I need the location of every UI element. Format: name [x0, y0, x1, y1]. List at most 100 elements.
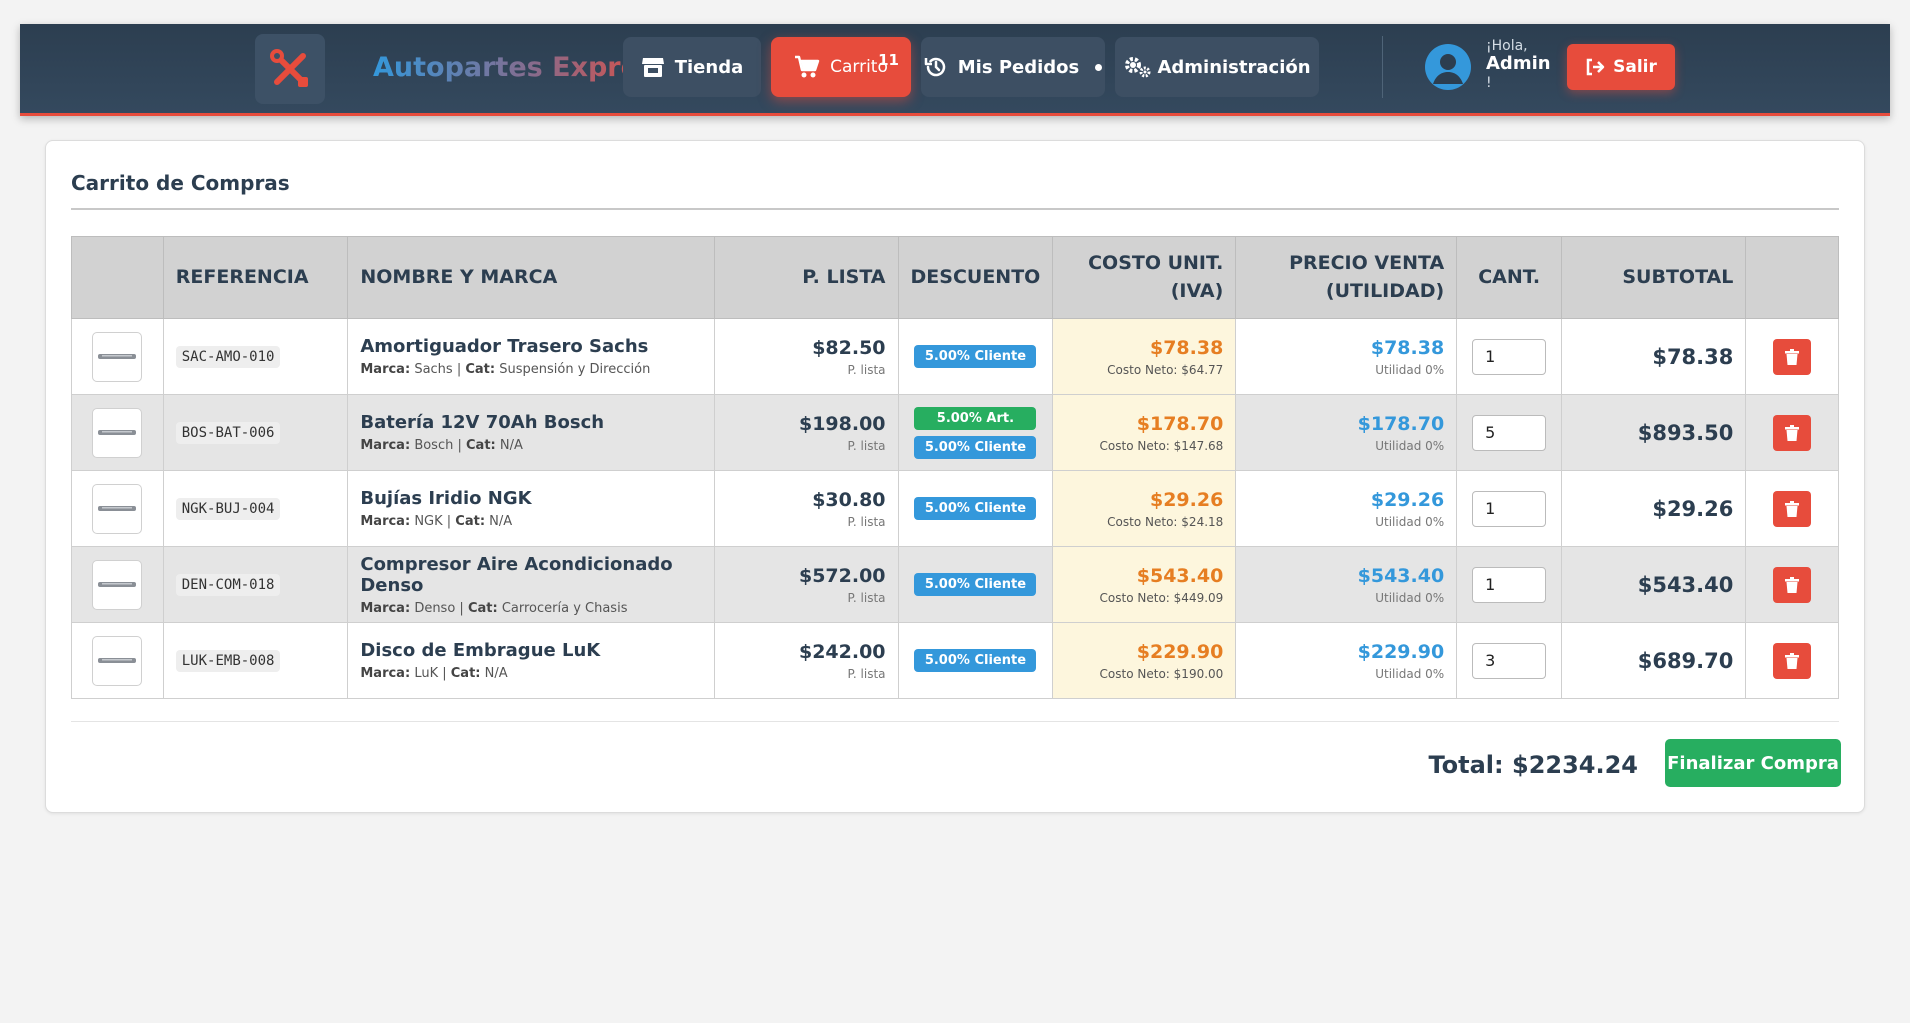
name-cell: Bujías Iridio NGK Marca: NGK | Cat: N/A — [347, 470, 715, 547]
thumb-cell — [71, 546, 164, 623]
delete-item-button[interactable] — [1773, 414, 1812, 451]
col-unit-cost-line2: (IVA) — [1170, 279, 1224, 302]
item-category: Suspensión y Dirección — [499, 362, 651, 377]
list-price-cell: $30.80 P. lista — [713, 470, 899, 547]
item-category: Carrocería y Chasis — [501, 600, 628, 616]
quantity-input[interactable]: 1 — [1472, 490, 1547, 527]
ref-cell: LUK-EMB-008 — [162, 622, 349, 699]
item-brand: LuK — [414, 666, 439, 681]
item-reference: NGK-BUJ-004 — [175, 497, 281, 520]
orders-dot-indicator — [1095, 63, 1103, 71]
net-cost-value: $190.00 — [1173, 666, 1224, 681]
name-cell: Compresor Aire Acondicionado Denso Marca… — [347, 546, 715, 623]
col-name-brand: NOMBRE Y MARCA — [347, 236, 715, 319]
item-reference: DEN-COM-018 — [175, 573, 281, 596]
item-subtotal: $689.70 — [1637, 648, 1734, 673]
subtotal-cell: $78.38 — [1561, 318, 1747, 395]
discount-cell: 5.00% Cliente — [897, 318, 1054, 395]
item-name: Amortiguador Trasero Sachs — [360, 336, 649, 357]
sale-price-cell: $178.70 Utilidad 0% — [1235, 394, 1458, 471]
delete-item-button[interactable] — [1773, 566, 1812, 603]
nav-orders-label: Mis Pedidos — [957, 56, 1080, 78]
item-unit-cost: $29.26 — [1149, 488, 1224, 511]
table-row: BOS-BAT-006 Batería 12V 70Ah Bosch Marca… — [71, 394, 1839, 471]
item-subtotal: $893.50 — [1637, 420, 1734, 445]
unit-cost-cell: $29.26 Costo Neto: $24.18 — [1052, 470, 1237, 547]
item-category: N/A — [499, 438, 523, 453]
item-subtotal: $543.40 — [1637, 572, 1734, 597]
nav-cart-label: Carrito — [830, 57, 888, 77]
trash-icon — [1785, 348, 1800, 365]
unit-cost-cell: $178.70 Costo Neto: $147.68 — [1052, 394, 1237, 471]
cat-label: Cat: — [467, 600, 498, 616]
item-list-price: $242.00 — [798, 640, 886, 663]
user-greeting: ¡Hola, Admin ! — [1486, 38, 1551, 91]
navbar: Autopartes Express Tienda Carrito 11 Mis… — [20, 24, 1890, 116]
user-avatar-icon[interactable] — [1425, 44, 1471, 90]
sale-price-cell: $229.90 Utilidad 0% — [1235, 622, 1458, 699]
cart-count-badge: 11 — [878, 51, 899, 69]
nav-admin-button[interactable]: Administración — [1115, 37, 1319, 97]
discount-badge: 5.00% Cliente — [914, 497, 1037, 520]
greeting-exclaim: ! — [1486, 74, 1492, 91]
item-net-cost: Costo Neto: $449.09 — [1065, 591, 1224, 605]
cat-label: Cat: — [450, 666, 481, 681]
actions-cell — [1745, 622, 1839, 699]
item-reference: BOS-BAT-006 — [175, 421, 281, 444]
quantity-input[interactable]: 1 — [1472, 566, 1547, 603]
quantity-input[interactable]: 3 — [1472, 642, 1547, 679]
logo[interactable] — [255, 34, 325, 104]
item-list-price: $30.80 — [812, 488, 886, 511]
tools-icon — [270, 49, 308, 87]
delete-item-button[interactable] — [1773, 490, 1812, 527]
delete-item-button[interactable] — [1773, 338, 1812, 375]
name-cell: Batería 12V 70Ah Bosch Marca: Bosch | Ca… — [347, 394, 715, 471]
quantity-input[interactable]: 1 — [1472, 338, 1547, 375]
item-category: N/A — [484, 666, 508, 681]
finalize-purchase-button[interactable]: Finalizar Compra — [1665, 739, 1841, 787]
col-sale-price-line1: PRECIO VENTA — [1289, 251, 1445, 274]
cart-title: Carrito de Compras — [71, 171, 290, 195]
discount-cell: 5.00% Cliente — [897, 470, 1054, 547]
item-list-price: $198.00 — [798, 412, 886, 435]
col-unit-cost-line1: COSTO UNIT. — [1088, 251, 1224, 274]
cat-label: Cat: — [466, 438, 496, 453]
net-cost-label: Costo Neto: — [1099, 438, 1170, 453]
ref-cell: SAC-AMO-010 — [162, 318, 349, 395]
col-quantity: CANT. — [1456, 236, 1563, 319]
brand-label: Marca: — [360, 600, 411, 616]
delete-item-button[interactable] — [1773, 642, 1812, 679]
item-list-price: $572.00 — [798, 564, 886, 587]
sale-price-cell: $543.40 Utilidad 0% — [1235, 546, 1458, 623]
ref-cell: NGK-BUJ-004 — [162, 470, 349, 547]
sale-margin-caption: Utilidad 0% — [1375, 590, 1445, 605]
actions-cell — [1745, 318, 1839, 395]
history-icon — [924, 57, 945, 77]
nav-admin-label: Administración — [1157, 56, 1311, 78]
cart-icon — [795, 55, 820, 78]
subtotal-cell: $689.70 — [1561, 622, 1747, 699]
trash-icon — [1785, 652, 1800, 669]
discount-badge: 5.00% Cliente — [914, 573, 1037, 596]
nav-orders-button[interactable]: Mis Pedidos — [921, 37, 1105, 97]
user-name: Admin — [1486, 53, 1551, 75]
discount-badge: 5.00% Cliente — [914, 649, 1037, 672]
discount-badge: 5.00% Cliente — [914, 435, 1037, 459]
item-subtotal: $78.38 — [1652, 344, 1734, 369]
item-meta: Marca: Sachs | Cat: Suspensión y Direcci… — [360, 362, 651, 377]
item-name: Compresor Aire Acondicionado Denso — [360, 553, 673, 596]
sign-out-icon — [1586, 58, 1605, 76]
logout-label: Salir — [1613, 57, 1657, 77]
cart-total: Total: $2234.24 — [1428, 751, 1638, 779]
logout-button[interactable]: Salir — [1567, 44, 1675, 90]
table-row: DEN-COM-018 Compresor Aire Acondicionado… — [71, 546, 1839, 623]
quantity-input[interactable]: 5 — [1472, 414, 1547, 451]
actions-cell — [1745, 394, 1839, 471]
product-image — [92, 635, 143, 686]
nav-cart-button[interactable]: Carrito 11 — [771, 37, 911, 97]
nav-store-button[interactable]: Tienda — [623, 37, 761, 97]
nav-divider — [1382, 36, 1383, 98]
name-cell: Disco de Embrague LuK Marca: LuK | Cat: … — [347, 622, 715, 699]
product-image — [92, 331, 143, 382]
item-reference: LUK-EMB-008 — [175, 649, 281, 672]
